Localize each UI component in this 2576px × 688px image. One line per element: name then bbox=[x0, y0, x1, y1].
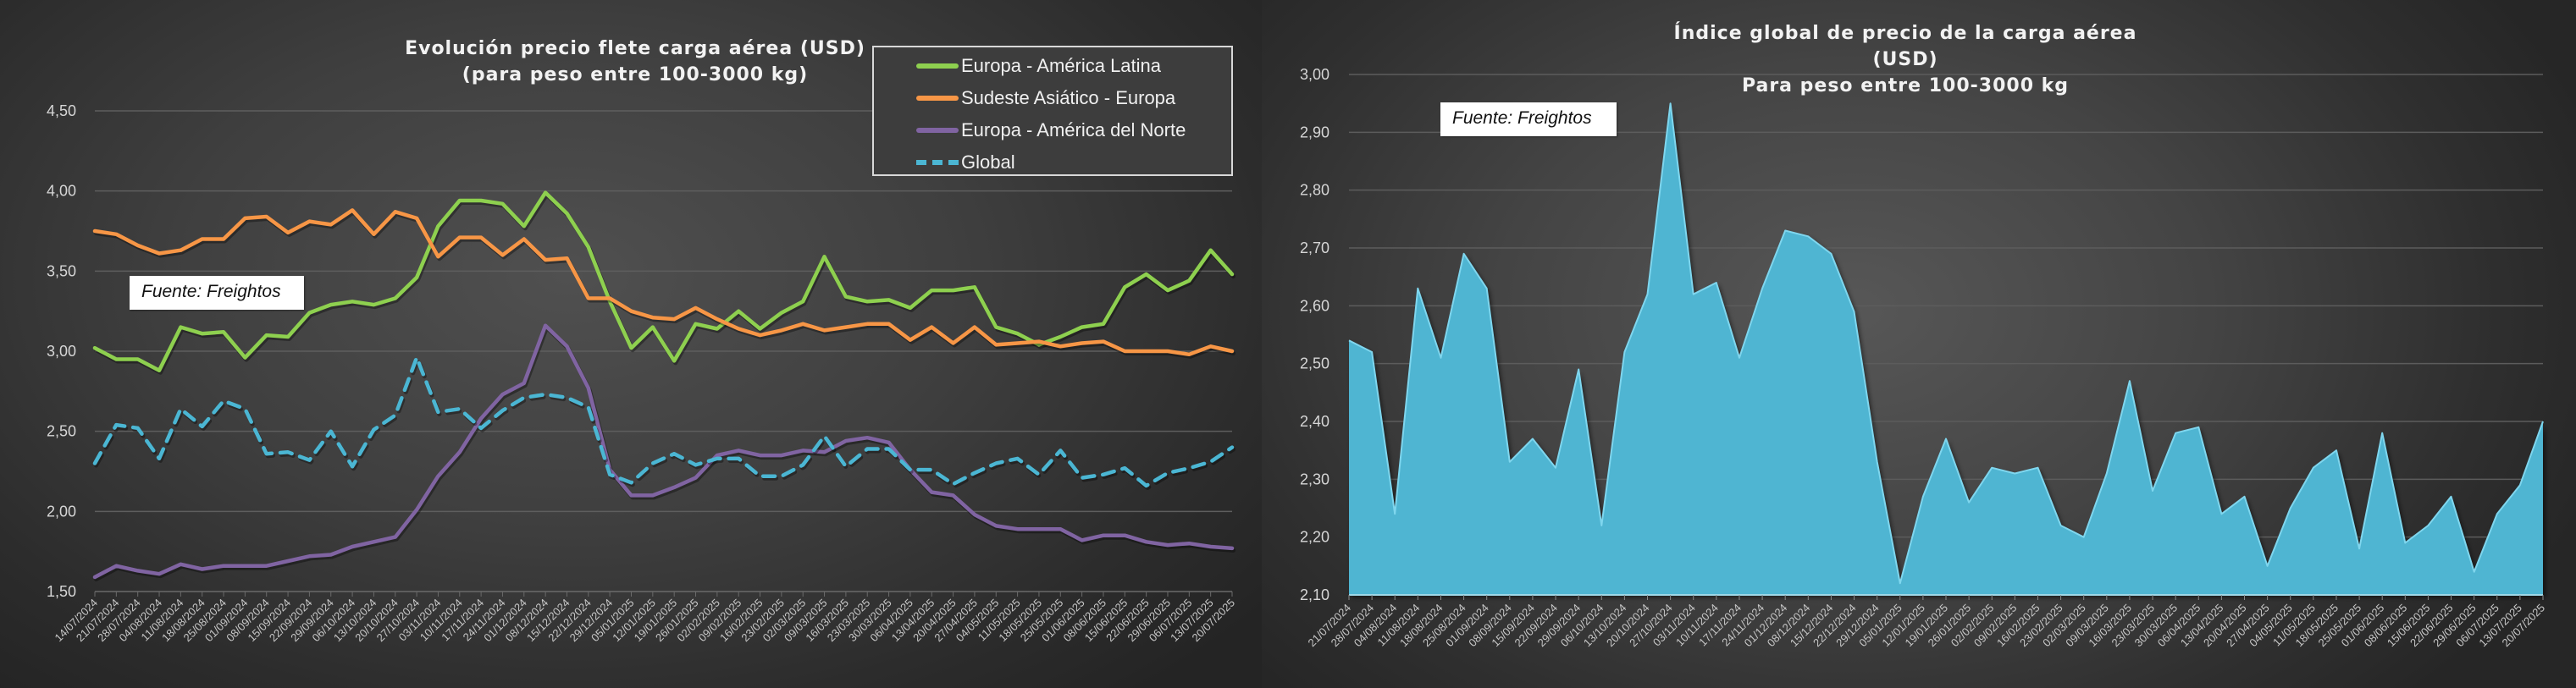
y-tick-label: 1,50 bbox=[47, 583, 76, 600]
series-line-europa-norte bbox=[92, 323, 1235, 580]
right-chart-title-line1: Índice global de precio de la carga aére… bbox=[1673, 23, 2137, 70]
y-tick-label: 2,70 bbox=[1300, 239, 1329, 256]
legend-item-europa-latam: Europa - América Latina bbox=[916, 51, 1161, 81]
y-tick-label: 2,80 bbox=[1300, 182, 1329, 199]
legend-item-global: Global bbox=[916, 147, 1015, 178]
left-chart-title: Evolución precio flete carga aérea (USD)… bbox=[373, 36, 898, 88]
left-chart-panel: 1,50 2,00 2,50 3,00 3,50 4,00 4,50 14/07/2024 21… bbox=[0, 0, 1262, 688]
legend-item-europa-norte: Europa - América del Norte bbox=[916, 115, 1186, 146]
left-chart-subtitle: (para peso entre 100-3000 kg) bbox=[462, 64, 809, 85]
right-chart-panel: 2,10 2,20 2,30 2,40 2,50 2,60 2,70 2,80 2,90 3,00… bbox=[1262, 0, 2576, 688]
y-tick-label: 3,50 bbox=[47, 262, 76, 279]
right-chart-svg: 2,10 2,20 2,30 2,40 2,50 2,60 2,70 2,80 2,90 3,00… bbox=[1300, 66, 2547, 649]
y-tick-label: 2,20 bbox=[1300, 529, 1329, 546]
right-chart-subtitle: Para peso entre 100-3000 kg bbox=[1741, 75, 2070, 96]
series-line-global bbox=[92, 355, 1235, 488]
legend-label: Global bbox=[961, 151, 1015, 173]
y-tick-label: 2,40 bbox=[1300, 413, 1329, 430]
legend-label: Europa - América del Norte bbox=[961, 119, 1186, 140]
right-chart-title: Índice global de precio de la carga aére… bbox=[1643, 20, 2168, 99]
legend-swatch-purple-icon bbox=[916, 128, 959, 133]
y-tick-label: 3,00 bbox=[1300, 66, 1329, 83]
legend-swatch-green-icon bbox=[916, 63, 959, 69]
legend-item-sudeste-europa: Sudeste Asiático - Europa bbox=[916, 83, 1175, 113]
y-tick-label: 4,50 bbox=[47, 102, 76, 119]
y-tick-label: 2,10 bbox=[1300, 586, 1329, 603]
legend-swatch-dashed-blue-icon bbox=[916, 160, 959, 165]
legend: Europa - América Latina Sudeste Asiático… bbox=[872, 46, 1233, 176]
series-line-europa-norte-shadow bbox=[94, 325, 1235, 581]
y-tick-label: 2,50 bbox=[47, 423, 76, 440]
legend-label: Sudeste Asiático - Europa bbox=[961, 87, 1176, 108]
series-line-sudeste-europa bbox=[92, 208, 1235, 357]
legend-swatch-orange-icon bbox=[916, 96, 959, 101]
area-series-global bbox=[1349, 103, 2543, 595]
legend-label: Europa - América Latina bbox=[961, 55, 1162, 76]
y-tick-label: 2,50 bbox=[1300, 355, 1329, 372]
y-tick-label: 3,00 bbox=[47, 343, 76, 360]
left-source-label: Fuente: Freightos bbox=[130, 276, 304, 310]
right-source-label: Fuente: Freightos bbox=[1440, 102, 1617, 136]
y-tick-label: 2,90 bbox=[1300, 124, 1329, 140]
left-chart-svg: 1,502,002,503,003,504,004,5014/07/202421… bbox=[47, 102, 1237, 644]
y-tick-label: 2,60 bbox=[1300, 297, 1329, 314]
y-tick-label: 2,30 bbox=[1300, 471, 1329, 487]
y-tick-label: 4,00 bbox=[47, 183, 76, 200]
y-tick-label: 2,00 bbox=[47, 503, 76, 520]
series-line-global-shadow bbox=[94, 357, 1235, 490]
left-chart-title-line1: Evolución precio flete carga aérea (USD) bbox=[405, 38, 865, 59]
